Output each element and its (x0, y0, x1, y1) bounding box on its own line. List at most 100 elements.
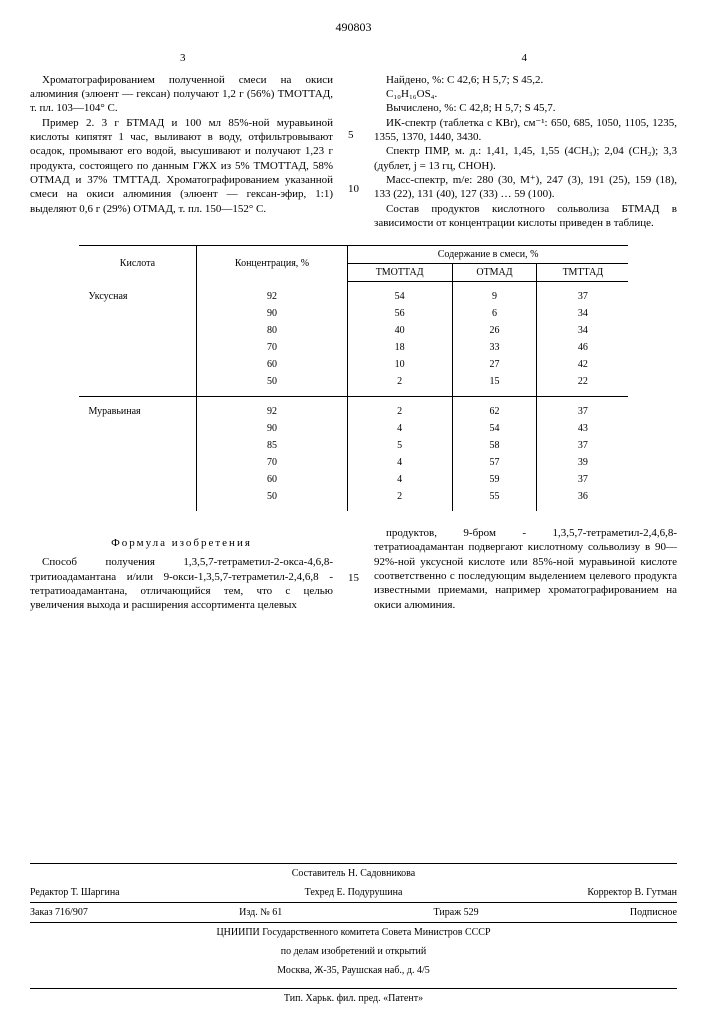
cell-acid: Муравьиная (79, 397, 197, 421)
cell-conc: 70 (197, 454, 347, 471)
cell-v3: 37 (537, 397, 629, 421)
cell-v3: 46 (537, 339, 629, 356)
footer-podpisnoe: Подписное (630, 906, 677, 919)
table-row: 5021522 (79, 373, 629, 397)
cell-v3: 22 (537, 373, 629, 397)
right-p4: ИК-спектр (таблетка с КВr), см⁻¹: 650, 6… (374, 116, 677, 145)
table-row: 7045739 (79, 454, 629, 471)
left-p1: Хроматографированием полученной смеси на… (30, 73, 333, 116)
cell-v1: 4 (347, 471, 452, 488)
cell-conc: 90 (197, 420, 347, 437)
footer-editor: Редактор Т. Шаргина (30, 886, 120, 899)
right-p2: C₁₀H₁₆OS₄. (374, 87, 677, 101)
cell-acid (79, 322, 197, 339)
cell-acid (79, 420, 197, 437)
cell-v2: 6 (452, 305, 537, 322)
table-row: 9056634 (79, 305, 629, 322)
right-p3: Вычислено, %: С 42,8; Н 5,7; S 45,7. (374, 101, 677, 115)
cell-v1: 4 (347, 420, 452, 437)
cell-conc: 60 (197, 356, 347, 373)
footer-techred: Техред Е. Подурушина (305, 886, 403, 899)
cell-conc: 85 (197, 437, 347, 454)
cell-conc: 60 (197, 471, 347, 488)
footer-order: Заказ 716/907 (30, 906, 88, 919)
line-numbers: 5 10 (348, 73, 359, 230)
th-c1: ТМОТТАД (347, 264, 452, 282)
left-column: Хроматографированием полученной смеси на… (30, 73, 333, 230)
cell-v2: 55 (452, 488, 537, 511)
table-row: 9045443 (79, 420, 629, 437)
cell-v3: 34 (537, 305, 629, 322)
cell-v1: 18 (347, 339, 452, 356)
cell-acid (79, 471, 197, 488)
th-conc: Концентрация, % (197, 246, 347, 282)
right-p5: Спектр ПМР, м. д.: 1,41, 1,45, 1,55 (4СН… (374, 144, 677, 173)
cell-conc: 70 (197, 339, 347, 356)
formula-left: Формула изобретения Способ получения 1,3… (30, 526, 333, 612)
cell-conc: 92 (197, 397, 347, 421)
table-row: Муравьиная9226237 (79, 397, 629, 421)
th-acid: Кислота (79, 246, 197, 282)
cell-acid (79, 437, 197, 454)
cell-v1: 5 (347, 437, 452, 454)
formula-right: продуктов, 9-бром - 1,3,5,7-тетраметил-2… (374, 526, 677, 612)
cell-conc: 90 (197, 305, 347, 322)
page-left: 3 (180, 51, 186, 65)
left-p2: Пример 2. 3 г БТМАД и 100 мл 85%-ной мур… (30, 116, 333, 216)
line-num-15: 15 (348, 571, 359, 585)
footer-compiler: Составитель Н. Садовникова (30, 864, 677, 883)
cell-v2: 33 (452, 339, 537, 356)
footer-izd: Изд. № 61 (239, 906, 282, 919)
cell-v1: 54 (347, 282, 452, 306)
line-num-10: 10 (348, 182, 359, 196)
cell-acid (79, 488, 197, 511)
table-row: 8555837 (79, 437, 629, 454)
doc-number: 490803 (30, 20, 677, 36)
cell-acid: Уксусная (79, 282, 197, 306)
cell-v2: 54 (452, 420, 537, 437)
table-row: 5025536 (79, 488, 629, 511)
cell-v2: 62 (452, 397, 537, 421)
cell-v1: 2 (347, 397, 452, 421)
table-row: 80402634 (79, 322, 629, 339)
footer-printer: Тип. Харьк. фил. пред. «Патент» (30, 988, 677, 1008)
cell-v3: 39 (537, 454, 629, 471)
page-right: 4 (522, 51, 528, 65)
line-numbers-2: 15 (348, 526, 359, 612)
cell-v3: 37 (537, 282, 629, 306)
footer-tirazh: Тираж 529 (434, 906, 479, 919)
cell-acid (79, 454, 197, 471)
cell-v1: 10 (347, 356, 452, 373)
formula-columns: Формула изобретения Способ получения 1,3… (30, 526, 677, 612)
cell-v2: 27 (452, 356, 537, 373)
cell-v1: 56 (347, 305, 452, 322)
th-content: Содержание в смеси, % (347, 246, 628, 264)
cell-v3: 42 (537, 356, 629, 373)
cell-v1: 40 (347, 322, 452, 339)
th-c3: ТМТТАД (537, 264, 629, 282)
cell-conc: 50 (197, 488, 347, 511)
table-row: 60102742 (79, 356, 629, 373)
footer: Составитель Н. Садовникова Редактор Т. Ш… (30, 863, 677, 1008)
cell-conc: 50 (197, 373, 347, 397)
right-p7: Состав продуктов кислотного сольволиза Б… (374, 202, 677, 231)
upper-columns: Хроматографированием полученной смеси на… (30, 73, 677, 230)
cell-acid (79, 339, 197, 356)
footer-org3: Москва, Ж-35, Раушская наб., д. 4/5 (30, 961, 677, 980)
footer-corrector: Корректор В. Гутман (587, 886, 677, 899)
formula-right-text: продуктов, 9-бром - 1,3,5,7-тетраметил-2… (374, 526, 677, 612)
cell-v2: 9 (452, 282, 537, 306)
cell-v2: 59 (452, 471, 537, 488)
cell-v3: 36 (537, 488, 629, 511)
cell-v1: 2 (347, 373, 452, 397)
formula-left-text: Способ получения 1,3,5,7-тетраметил-2-ок… (30, 555, 333, 612)
cell-v2: 57 (452, 454, 537, 471)
table-row: 70183346 (79, 339, 629, 356)
cell-v1: 4 (347, 454, 452, 471)
right-p1: Найдено, %: С 42,6; Н 5,7; S 45,2. (374, 73, 677, 87)
cell-acid (79, 373, 197, 397)
cell-v3: 37 (537, 437, 629, 454)
table-row: Уксусная9254937 (79, 282, 629, 306)
formula-title: Формула изобретения (30, 536, 333, 550)
cell-v2: 58 (452, 437, 537, 454)
